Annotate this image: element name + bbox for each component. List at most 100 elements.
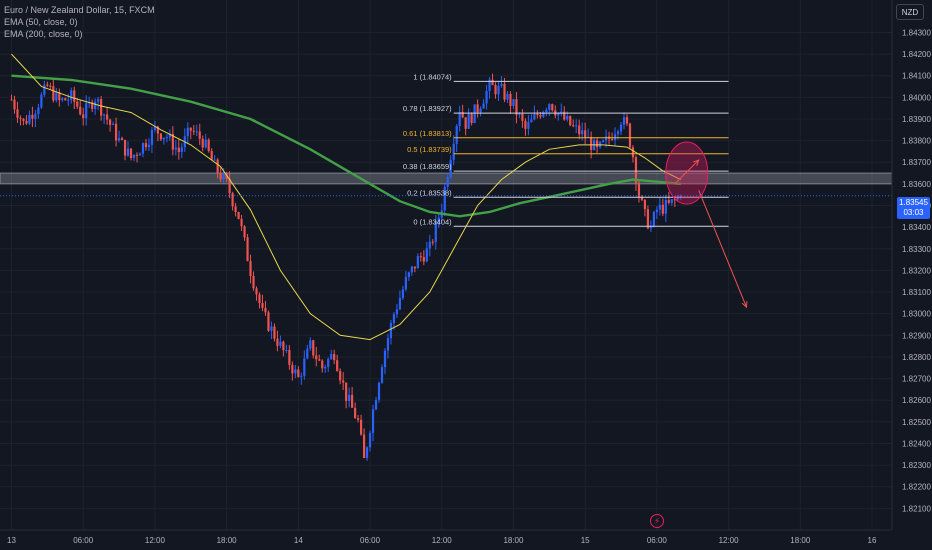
candle-body xyxy=(661,204,664,214)
candle-body xyxy=(159,133,162,140)
candle-body xyxy=(103,114,106,116)
candle-body xyxy=(34,113,37,119)
candle-body xyxy=(646,209,650,229)
candle-body xyxy=(637,182,641,197)
price-tick-label: 1.83600 xyxy=(902,180,931,189)
candle-body xyxy=(120,138,124,140)
candle-body xyxy=(530,119,533,123)
candle-body xyxy=(392,314,396,323)
candle-body xyxy=(625,117,629,124)
candle-body xyxy=(100,99,103,116)
candle-body xyxy=(117,138,121,141)
candle-body xyxy=(419,256,422,258)
candle-body xyxy=(494,85,497,95)
candle-body xyxy=(114,123,118,141)
price-tick-label: 1.83800 xyxy=(902,137,931,146)
candle-body xyxy=(70,90,73,100)
candle-body xyxy=(622,117,626,125)
symbol-title[interactable]: Euro / New Zealand Dollar, 15, FXCM xyxy=(4,5,155,15)
candle-body xyxy=(476,104,479,113)
candle-body xyxy=(237,211,240,219)
candle-body xyxy=(132,154,136,159)
time-tick-label: 18:00 xyxy=(503,536,524,545)
candle-body xyxy=(306,348,309,359)
fibonacci-retracement: 1 (1.84074) 0.78 (1.83927) 0.61 (1.83813) 0… xyxy=(403,72,729,227)
candle-body xyxy=(276,338,279,346)
candle-body xyxy=(395,309,399,315)
price-tick-label: 1.84300 xyxy=(902,28,931,37)
lightning-icon[interactable]: ⚡ xyxy=(650,514,664,528)
candle-body xyxy=(123,139,127,156)
candle-body xyxy=(631,147,635,158)
candle-body xyxy=(129,148,133,159)
arrow-line xyxy=(674,159,700,185)
price-axis-bg xyxy=(892,0,932,550)
current-price-tag: 1.83545 03:03 xyxy=(897,197,930,219)
candle-body xyxy=(111,123,115,125)
candle-body xyxy=(356,418,360,420)
candle-body xyxy=(210,150,213,160)
candle-body xyxy=(368,432,372,448)
candle-body xyxy=(619,124,623,132)
candle-body xyxy=(371,409,375,433)
price-tick-label: 1.84200 xyxy=(902,50,931,59)
candle-body xyxy=(19,117,22,119)
candle-body xyxy=(518,113,521,115)
candle-body xyxy=(428,241,431,249)
candle-body xyxy=(616,131,620,135)
candle-body xyxy=(422,256,425,262)
candle-body xyxy=(542,112,545,117)
candle-body xyxy=(258,294,261,303)
candle-body xyxy=(82,114,85,119)
price-tick-label: 1.83900 xyxy=(902,115,931,124)
candle-body xyxy=(407,272,410,277)
candle-body xyxy=(482,103,485,109)
candle-body xyxy=(655,209,658,213)
candle-body xyxy=(55,92,58,101)
price-tick-label: 1.82800 xyxy=(902,353,931,362)
candle-body xyxy=(264,307,267,313)
ema200-line xyxy=(11,74,681,218)
candle-body xyxy=(473,104,476,124)
time-tick-label: 18:00 xyxy=(790,536,811,545)
candle-body xyxy=(141,143,145,154)
candle-body xyxy=(342,380,345,383)
candle-body xyxy=(386,338,390,351)
candle-body xyxy=(231,193,234,207)
currency-button[interactable]: NZD xyxy=(896,4,924,20)
time-tick-label: 16 xyxy=(868,536,877,545)
candle-body xyxy=(85,103,88,119)
candle-body xyxy=(548,104,551,110)
candle-body xyxy=(213,159,216,161)
ema50-legend[interactable]: EMA (50, close, 0) xyxy=(4,17,78,27)
candle-body xyxy=(261,302,264,308)
ema200-legend[interactable]: EMA (200, close, 0) xyxy=(4,29,83,39)
candle-body xyxy=(288,349,291,365)
candle-body xyxy=(333,353,336,361)
candle-body xyxy=(246,237,249,262)
price-tick-label: 1.82900 xyxy=(902,331,931,340)
candle-body xyxy=(13,99,16,110)
candle-body xyxy=(315,355,318,360)
candle-body xyxy=(252,276,255,289)
candle-body xyxy=(578,125,581,135)
candle-body xyxy=(318,359,321,361)
candle-body xyxy=(324,366,327,369)
candle-body xyxy=(165,137,168,139)
candle-body xyxy=(670,199,673,203)
candle-body xyxy=(79,106,82,115)
candle-body xyxy=(452,143,455,160)
resistance-zone[interactable] xyxy=(0,172,893,185)
candle-body xyxy=(43,84,46,95)
candle-body xyxy=(446,177,449,187)
candle-body xyxy=(162,137,165,140)
candle-body xyxy=(147,144,151,148)
candle-body xyxy=(512,99,515,107)
candle-body xyxy=(28,114,31,124)
candle-body xyxy=(533,114,536,120)
candle-body xyxy=(545,109,548,113)
candle-body xyxy=(144,143,148,148)
candle-body xyxy=(228,178,231,194)
